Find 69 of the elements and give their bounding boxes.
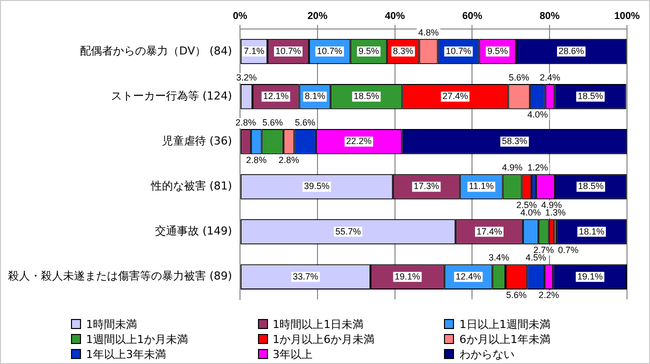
legend-label: 1時間未満 — [86, 316, 137, 332]
data-label: 17.3% — [414, 181, 440, 192]
data-label: 1.3% — [545, 208, 566, 218]
data-label: 8.3% — [392, 46, 414, 56]
data-label: 27.4% — [442, 91, 468, 102]
data-label: 12.1% — [263, 91, 289, 102]
data-label: 18.5% — [354, 91, 380, 102]
data-label: 19.1% — [577, 271, 603, 282]
x-tick-label: 100% — [614, 10, 640, 22]
data-label: 17.4% — [476, 226, 502, 236]
y-tick-label: ストーカー行為等 (124) — [111, 89, 232, 102]
data-label: 9.5% — [358, 46, 379, 56]
data-label: 4.0% — [527, 110, 548, 120]
data-label: 33.7% — [292, 271, 318, 282]
data-label: 0.7% — [558, 244, 578, 255]
data-label: 9.5% — [487, 46, 508, 56]
data-label: 10.7% — [446, 46, 472, 56]
data-label: 39.5% — [304, 181, 330, 192]
data-label: 5.6% — [506, 290, 527, 300]
legend-label: 1日以上1週間未満 — [459, 316, 550, 332]
data-label: 28.6% — [558, 46, 584, 56]
x-tick-label: 20% — [307, 10, 328, 22]
data-label: 2.8% — [246, 154, 267, 165]
data-label: 1.2% — [527, 162, 548, 173]
data-label: 58.3% — [502, 136, 528, 146]
data-label: 18.5% — [578, 91, 604, 102]
data-label: 5.6% — [508, 72, 530, 82]
data-label: 2.8% — [278, 154, 300, 165]
data-label: 55.7% — [335, 226, 361, 236]
data-label: 7.1% — [244, 46, 264, 56]
data-label: 8.1% — [304, 91, 326, 102]
data-label: 3.2% — [236, 72, 257, 82]
data-label: 2.4% — [540, 72, 560, 82]
data-label: 12.4% — [456, 271, 482, 282]
data-label: 2.7% — [533, 244, 554, 255]
x-tick-label: 80% — [540, 10, 560, 22]
x-tick-label: 40% — [384, 10, 405, 22]
data-label: 2.5% — [516, 200, 537, 210]
legend-label: 1時間以上1日未満 — [272, 316, 364, 332]
data-label: 18.5% — [578, 181, 604, 192]
legend-label: 1年以上3年未満 — [86, 346, 166, 362]
legend-label: 1週間以上1か月未満 — [86, 332, 188, 346]
data-label: 2.8% — [235, 118, 256, 128]
y-tick-label: 殺人・殺人未遂または傷害等の暴力被害 (89) — [8, 270, 232, 283]
data-label: 2.2% — [538, 290, 560, 300]
y-tick-label: 配偶者からの暴力（DV） (84) — [80, 44, 232, 58]
data-label: 10.7% — [316, 46, 342, 56]
data-label: 3.4% — [488, 252, 510, 263]
data-label: 4.9% — [502, 162, 523, 173]
x-tick-label: 60% — [462, 10, 482, 22]
data-label: 5.6% — [262, 118, 283, 128]
data-label: 22.2% — [346, 136, 372, 146]
data-label: 10.7% — [275, 46, 302, 56]
data-label: 4.0% — [520, 208, 541, 218]
data-label: 4.9% — [541, 200, 562, 210]
y-tick-label: 交通事故 (149) — [155, 224, 232, 238]
y-tick-label: 性的な被害 (81) — [150, 180, 232, 193]
data-label: 11.1% — [468, 181, 494, 192]
legend-label: わからない — [459, 346, 514, 362]
x-tick-label: 0% — [232, 10, 248, 22]
legend-label: 3年以上 — [272, 346, 313, 362]
data-label: 19.1% — [394, 271, 420, 282]
data-label: 4.8% — [418, 27, 439, 38]
legend-label: 1か月以上6か月未満 — [272, 332, 375, 346]
y-tick-label: 児童虐待 (36) — [162, 134, 232, 148]
data-label: 5.6% — [294, 118, 316, 128]
legend-label: 6か月以上1年未満 — [459, 332, 550, 346]
data-label: 18.1% — [578, 226, 604, 236]
data-label: 4.5% — [526, 252, 546, 263]
